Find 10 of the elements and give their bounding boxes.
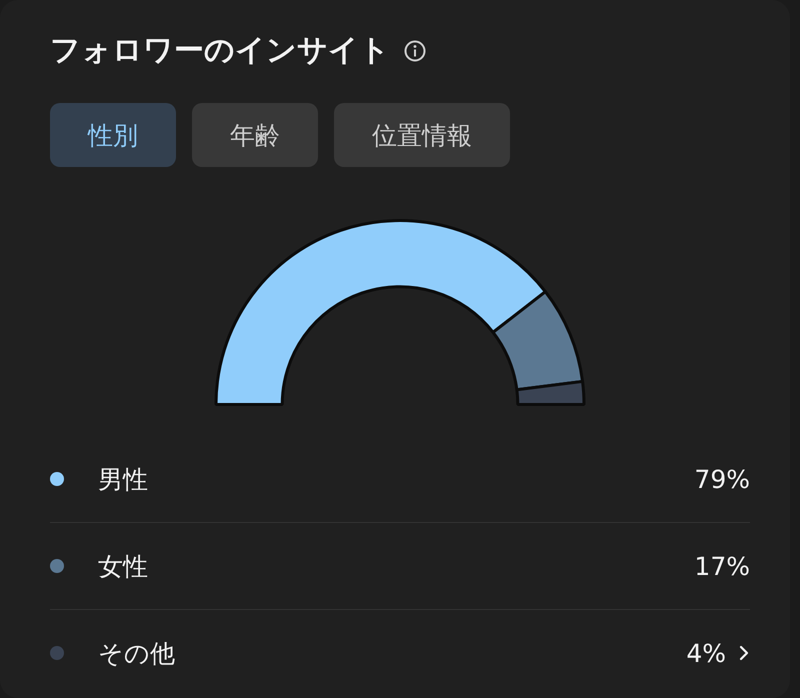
legend-label: その他 (98, 638, 176, 670)
text: 性別 (50, 103, 176, 167)
chart-title: フォロワーのインサイト (50, 32, 390, 70)
data-label: 4% (686, 638, 726, 668)
text: 位置情報 (334, 103, 510, 167)
data-label: 17% (694, 552, 750, 580)
legend-label: 男性 (98, 464, 149, 496)
data-label: 79% (694, 464, 750, 494)
legend-label: 女性 (98, 550, 149, 582)
text: 年齢 (192, 103, 318, 167)
